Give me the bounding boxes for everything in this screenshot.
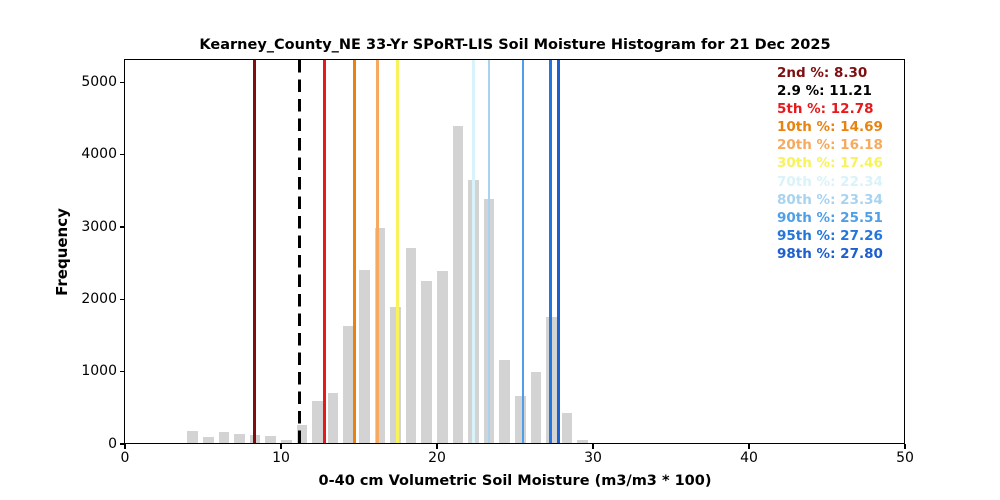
legend-entry: 98th %: 27.80: [777, 245, 883, 262]
histogram-bar: [452, 125, 464, 444]
histogram-bar: [218, 431, 230, 444]
x-tick-label: 0: [120, 450, 130, 466]
y-tick-label: 0: [108, 435, 117, 452]
percentile-line-20th: [376, 60, 379, 444]
legend-entry: 5th %: 12.78: [777, 101, 874, 118]
histogram-bar: [499, 360, 510, 444]
histogram-bar: [265, 435, 276, 444]
y-tick-mark: [119, 443, 124, 445]
y-tick-mark: [119, 81, 124, 84]
legend-entry: 90th %: 25.51: [777, 209, 883, 226]
x-tick-mark: [124, 444, 126, 449]
histogram-bar: [296, 425, 308, 444]
histogram-bar: [343, 326, 354, 444]
x-tick-mark: [904, 444, 906, 449]
x-tick-label: 50: [896, 450, 914, 466]
y-tick-label: 1000: [81, 363, 117, 380]
histogram-bar: [421, 280, 432, 444]
histogram-bar: [234, 433, 245, 444]
histogram-bar: [561, 412, 573, 444]
y-tick-label: 2000: [81, 290, 117, 307]
legend-entry: 80th %: 23.34: [777, 191, 883, 208]
y-tick-label: 3000: [81, 218, 117, 235]
histogram-bar: [577, 439, 588, 444]
percentile-line-2.9: [298, 60, 302, 444]
histogram-bar: [515, 395, 526, 444]
percentile-line-95th: [548, 60, 552, 444]
y-tick-label: 4000: [81, 146, 117, 163]
legend-entry: 2.9 %: 11.21: [777, 83, 872, 100]
histogram-bar: [312, 401, 323, 444]
percentile-line-2nd: [253, 60, 256, 444]
percentile-line-70th: [472, 60, 475, 444]
x-tick-mark: [748, 444, 750, 449]
y-tick-mark: [119, 298, 124, 301]
histogram-bar: [374, 227, 386, 444]
x-axis-label: 0-40 cm Volumetric Soil Moisture (m3/m3 …: [318, 473, 712, 489]
x-tick-label: 40: [740, 450, 758, 466]
histogram-bar: [281, 440, 292, 444]
percentile-legend: 2nd %: 8.30 2.9 %: 11.21 5th %: 12.78 10th …: [777, 64, 883, 263]
legend-entry: 95th %: 27.26: [777, 227, 883, 244]
y-tick-mark: [119, 370, 124, 373]
histogram-bar: [437, 271, 448, 444]
x-tick-label: 30: [584, 450, 602, 466]
y-tick-label: 5000: [81, 73, 117, 90]
histogram-bar: [390, 307, 401, 444]
y-tick-mark: [119, 226, 124, 228]
percentile-line-90th: [521, 60, 525, 444]
legend-entry: 70th %: 22.34: [777, 173, 883, 190]
legend-entry: 2nd %: 8.30: [777, 65, 868, 81]
percentile-line-10th: [352, 60, 356, 444]
x-tick-mark: [592, 444, 594, 449]
x-tick-label: 10: [272, 450, 290, 466]
legend-entry: 20th %: 16.18: [777, 137, 883, 154]
histogram-bar: [187, 431, 198, 444]
histogram-bar: [327, 393, 339, 444]
histogram-bar: [203, 437, 214, 444]
percentile-line-5th: [323, 60, 326, 444]
percentile-line-98th: [557, 60, 561, 444]
legend-entry: 30th %: 17.46: [777, 155, 883, 172]
x-tick-label: 20: [428, 450, 446, 466]
percentile-line-30th: [396, 60, 399, 444]
histogram-bar: [359, 270, 370, 444]
x-tick-mark: [280, 444, 282, 449]
percentile-line-80th: [487, 60, 491, 444]
legend-entry: 10th %: 14.69: [777, 119, 883, 136]
histogram-bar: [530, 371, 542, 444]
x-tick-mark: [436, 444, 438, 449]
y-tick-mark: [119, 154, 124, 156]
histogram-bar: [405, 248, 417, 444]
chart-title: Kearney_County_NE 33-Yr SPoRT-LIS Soil M…: [199, 37, 831, 53]
